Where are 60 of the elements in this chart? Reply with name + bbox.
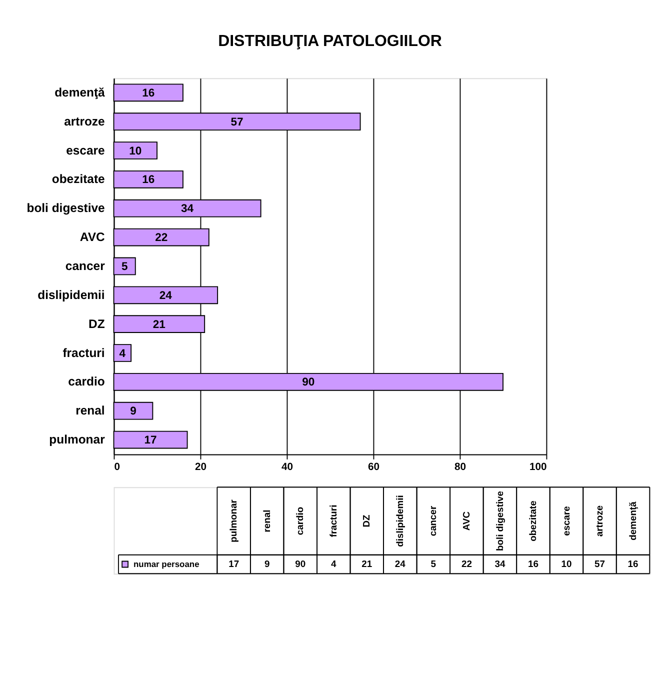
data-label: 57 — [594, 558, 605, 570]
data-label: 17 — [144, 434, 157, 447]
category-label: renal — [260, 510, 272, 532]
y-tick-label: boli digestive — [26, 201, 106, 216]
y-tick-label: obezitate — [52, 172, 106, 186]
data-label: 21 — [152, 318, 166, 331]
data-label: 17 — [228, 558, 240, 570]
y-tick-label: AVC — [80, 230, 105, 244]
category-label: obezitate — [527, 500, 538, 542]
data-label: 5 — [430, 558, 436, 570]
category-label: escare — [560, 506, 572, 536]
y-tick-label: pulmonar — [49, 432, 106, 447]
y-tick-label: fracturi — [62, 346, 105, 360]
y-tick-label: cardio — [68, 374, 105, 389]
data-label: 5 — [121, 260, 128, 273]
y-tick-label: dislipidemii — [38, 288, 105, 302]
data-label: 10 — [129, 145, 142, 158]
x-tick-label: 60 — [368, 462, 380, 473]
data-label: 24 — [394, 558, 406, 570]
x-tick-label: 100 — [529, 462, 547, 473]
x-tick-label: 20 — [194, 462, 207, 473]
y-tick-label: cancer — [65, 258, 106, 273]
data-label: 90 — [295, 558, 306, 570]
category-label: DZ — [360, 514, 372, 528]
data-label: 4 — [119, 348, 126, 360]
y-tick-label: artroze — [64, 114, 106, 128]
category-label: demenţă — [626, 500, 638, 540]
data-label: 57 — [230, 116, 244, 128]
y-tick-label: renal — [76, 404, 105, 418]
category-label: AVC — [460, 511, 472, 531]
data-label: 90 — [302, 376, 315, 389]
y-tick-label: escare — [66, 143, 106, 158]
x-tick-label: 0 — [114, 462, 120, 473]
data-label: 34 — [181, 203, 194, 216]
category-label: dislipidemii — [394, 495, 405, 547]
data-label: 34 — [494, 558, 506, 570]
y-tick-label: demenţă — [54, 85, 106, 100]
data-label: 22 — [155, 232, 168, 244]
data-label: 16 — [142, 174, 155, 186]
data-label: 16 — [528, 558, 538, 570]
data-label: 16 — [628, 558, 638, 570]
data-label: 22 — [461, 558, 472, 570]
category-label: artroze — [594, 505, 605, 537]
data-label: 10 — [561, 558, 572, 570]
category-label: cancer — [427, 506, 438, 536]
data-label: 9 — [130, 406, 136, 418]
x-tick-label: 40 — [281, 462, 294, 473]
data-label: 21 — [362, 558, 372, 570]
x-tick-label: 80 — [454, 462, 466, 473]
data-label: 9 — [264, 558, 270, 570]
data-label: 24 — [159, 290, 173, 302]
legend-label: numar persoane — [134, 559, 200, 570]
chart-title: DISTRIBUŢIA PATOLOGIILOR — [218, 33, 442, 50]
data-label: 16 — [142, 87, 155, 100]
category-label: boli digestive — [494, 490, 505, 552]
category-label: pulmonar — [228, 499, 239, 542]
data-label: 4 — [331, 558, 337, 570]
category-label: fracturi — [327, 504, 338, 538]
y-tick-label: DZ — [88, 316, 106, 331]
category-label: cardio — [294, 506, 306, 536]
